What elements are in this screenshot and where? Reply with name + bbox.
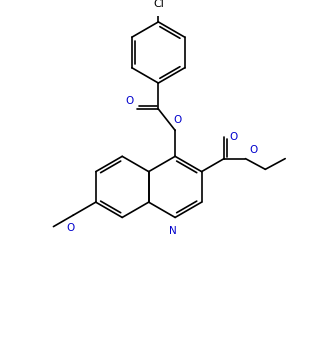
Text: O: O [230, 132, 238, 142]
Text: O: O [249, 145, 258, 155]
Text: Cl: Cl [153, 0, 164, 8]
Text: N: N [169, 226, 177, 236]
Text: O: O [126, 96, 134, 106]
Text: O: O [173, 115, 181, 125]
Text: O: O [66, 223, 75, 233]
